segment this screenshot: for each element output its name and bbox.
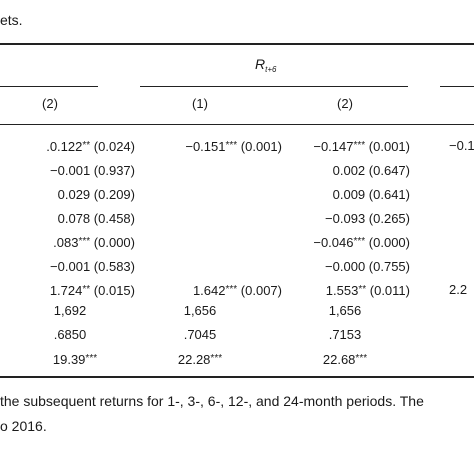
coef-cell: −0.147*** (0.001) [313,138,410,154]
coef-value: −0.147 [313,139,354,154]
f-stars: *** [85,353,98,364]
panel-header: Rt+6 [255,57,276,77]
significance-stars: ** [358,284,367,295]
group-rule-middle [140,86,408,87]
coef-value: .0.122 [46,139,83,154]
col-header: (1) [192,96,208,111]
coef-value: 0.002 [332,163,366,178]
header-rule [0,124,474,125]
coef-value: −0.151 [185,139,226,154]
f-stars: *** [355,353,368,364]
f-value: 22.68 [322,352,356,367]
coef-value: .083 [53,235,79,250]
p-value: (0.001) [240,139,282,154]
top-rule [0,43,474,45]
coef-cell: −0.001 (0.937) [50,162,135,178]
coef-value: −0.046 [313,235,354,250]
significance-stars: ** [82,284,91,295]
significance-stars: *** [225,140,238,151]
significance-stars: *** [353,236,366,247]
truncated-cell: −0.1 [449,138,474,153]
p-value: (0.641) [368,187,410,202]
coef-cell: 0.002 (0.647) [333,162,410,178]
coef-cell: 1.724** (0.015) [50,282,135,298]
coef-cell: 0.029 (0.209) [58,186,135,202]
panel-header-var: R [255,56,266,72]
p-value: (0.000) [368,235,410,250]
table-note-line: the subsequent returns for 1-, 3-, 6-, 1… [0,393,424,409]
coef-cell: −0.093 (0.265) [325,210,410,226]
coef-value: −0.093 [325,211,366,226]
col-header: (2) [42,96,58,111]
coef-cell: −0.000 (0.755) [325,258,410,274]
p-value: (0.583) [93,259,135,274]
p-value: (0.024) [93,139,135,154]
significance-stars: *** [225,284,238,295]
coef-cell: .083*** (0.000) [53,234,135,250]
f-stars: *** [210,353,223,364]
coef-value: 0.029 [57,187,91,202]
coef-value: −0.001 [50,259,91,274]
table-caption-fragment: ets. [0,12,23,28]
n-cell: 1,656 [328,303,362,318]
f-value: 22.28 [177,352,211,367]
p-value: (0.209) [93,187,135,202]
coef-value: 1.724 [49,283,83,298]
coef-value: 1.553 [325,283,359,298]
coef-cell: −0.151*** (0.001) [185,138,282,154]
coef-value: 1.642 [192,283,226,298]
r2-cell: .7045 [183,327,217,342]
n-cell: 1,692 [53,303,87,318]
p-value: (0.001) [368,139,410,154]
coef-value: 0.009 [332,187,366,202]
f-cell: 22.28*** [155,351,245,367]
p-value: (0.458) [93,211,135,226]
significance-stars: *** [353,140,366,151]
coef-value: −0.001 [50,163,91,178]
truncated-cell: 2.2 [449,282,468,297]
col-header: (2) [337,96,353,111]
significance-stars: ** [82,140,91,151]
p-value: (0.937) [93,163,135,178]
panel-header-sub: t+6 [265,65,277,74]
coef-cell: 0.078 (0.458) [58,210,135,226]
coef-value: 0.078 [57,211,91,226]
p-value: (0.265) [368,211,410,226]
f-cell: 19.39*** [30,351,120,367]
p-value: (0.015) [93,283,135,298]
coef-cell: −0.046*** (0.000) [313,234,410,250]
bottom-rule [0,376,474,378]
f-cell: 22.68*** [300,351,390,367]
n-cell: 1,656 [183,303,217,318]
r2-cell: .6850 [53,327,87,342]
table-note-line: o 2016. [0,418,47,434]
significance-stars: *** [78,236,91,247]
coef-cell: 1.553** (0.011) [326,282,410,298]
group-rule-left [0,86,98,87]
p-value: (0.647) [368,163,410,178]
coef-cell: −0.001 (0.583) [50,258,135,274]
r2-cell: .7153 [328,327,362,342]
group-rule-right [440,86,474,87]
p-value: (0.007) [240,283,282,298]
p-value: (0.755) [368,259,410,274]
p-value: (0.000) [93,235,135,250]
coef-cell: .0.122** (0.024) [46,138,135,154]
coef-cell: 0.009 (0.641) [333,186,410,202]
coef-value: −0.000 [325,259,366,274]
f-value: 19.39 [52,352,86,367]
coef-cell: 1.642*** (0.007) [193,282,282,298]
p-value: (0.011) [369,283,410,298]
